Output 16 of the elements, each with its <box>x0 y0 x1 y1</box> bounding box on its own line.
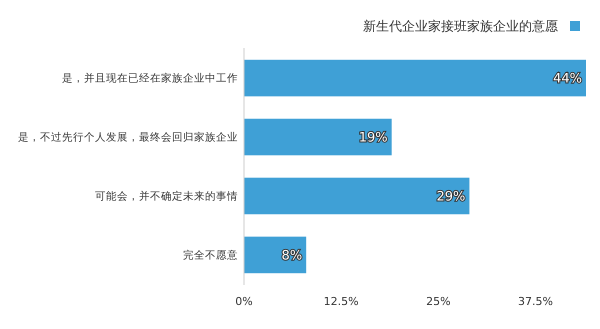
text: 44% <box>553 72 582 87</box>
x-tick-label: 25% <box>426 295 451 308</box>
x-tick-label: 37.5% <box>518 295 553 308</box>
text: 29% <box>436 190 466 205</box>
text: 8% <box>282 248 302 264</box>
y-tick-label: 是，不过先行个人发展，最终会回归家族企业 <box>18 130 238 144</box>
y-tick-label: 是，并且现在已经在家族企业中工作 <box>62 72 238 85</box>
text: 19% <box>358 130 388 146</box>
x-tick-label: 12.5% <box>324 295 359 308</box>
bar <box>244 118 392 156</box>
x-tick-label: 0% <box>235 295 253 308</box>
bar <box>244 178 470 214</box>
legend-label: 新生代企业家接班家族企业的意愿 <box>363 18 558 35</box>
bar <box>244 60 586 96</box>
y-tick-label: 完全不愿意 <box>183 248 238 262</box>
y-tick-label: 可能会，并不确定未来的事情 <box>95 190 238 203</box>
